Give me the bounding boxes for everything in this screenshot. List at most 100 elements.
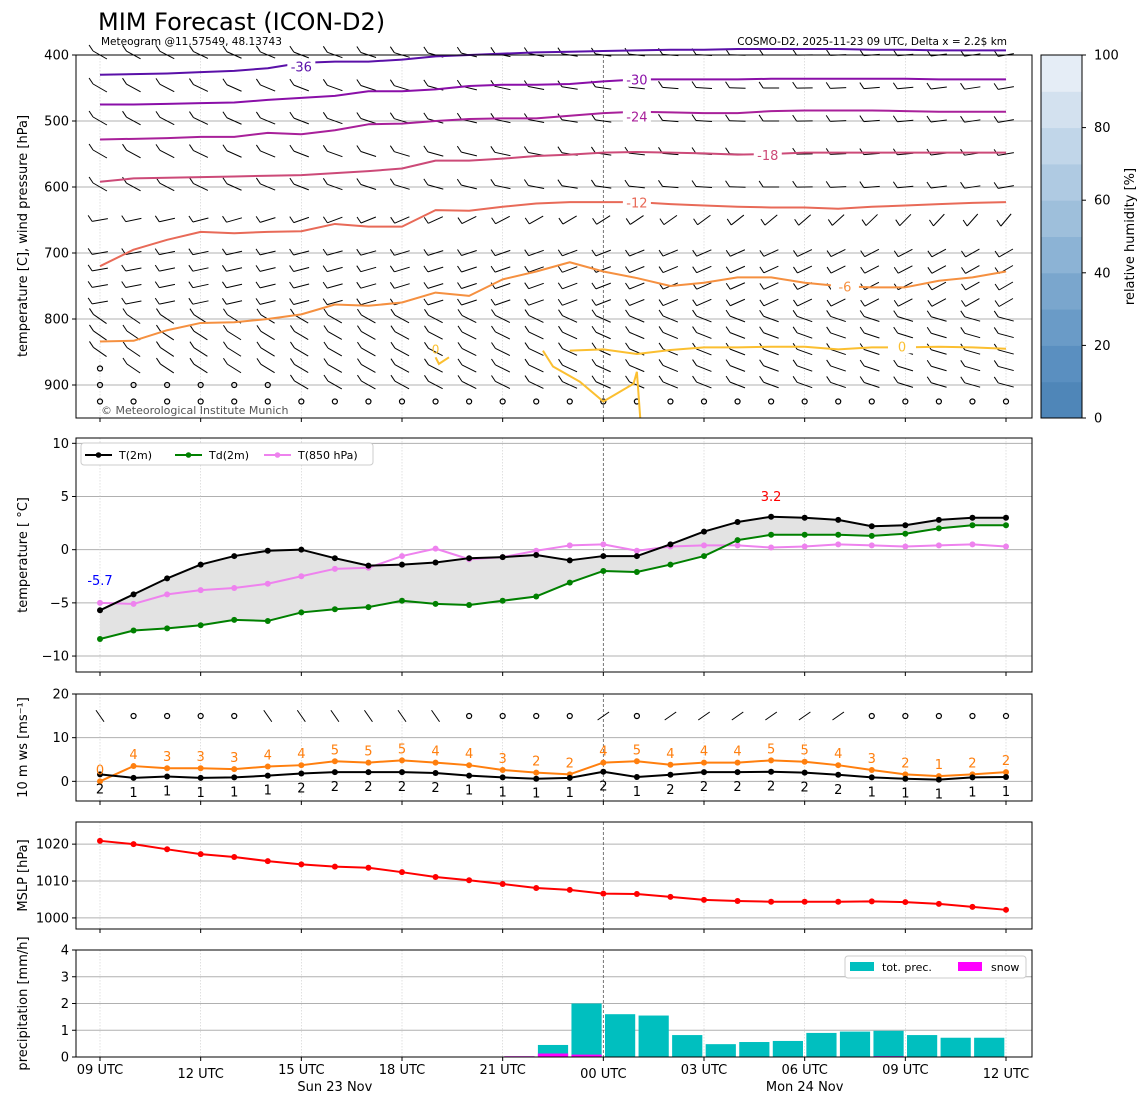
wind-barb-flag-icon — [222, 248, 227, 256]
wind-barb-flag-icon — [792, 310, 798, 317]
data-point — [331, 863, 338, 870]
wind-barb-flag-icon — [154, 297, 160, 305]
wind-barb-icon — [561, 185, 578, 189]
wind-barb-flag-icon — [122, 308, 128, 315]
gust-label: 2 — [901, 756, 909, 771]
wind-barb-flag-icon — [591, 325, 597, 333]
wind-barb-icon — [931, 298, 947, 307]
wind-barb-flag-icon — [88, 110, 94, 118]
data-point — [231, 774, 238, 781]
isotherm-line — [99, 48, 1006, 76]
data-point — [835, 516, 842, 523]
wind-barb-flag-icon — [256, 325, 262, 332]
wind-barb-flag-icon — [357, 325, 362, 332]
wind-barb-flag-icon — [827, 219, 833, 226]
data-point — [600, 768, 607, 775]
wind-barb-flag-icon — [322, 79, 328, 86]
data-point — [835, 541, 842, 548]
calm-wind-icon — [197, 381, 204, 389]
wind-barb-icon — [394, 266, 410, 273]
wind-barb-flag-icon — [289, 78, 295, 86]
wind-barb-icon — [226, 217, 243, 223]
wind-barb-icon — [730, 265, 746, 274]
wind-barb-flag-icon — [189, 111, 194, 118]
speed-label: 2 — [364, 780, 372, 795]
wind-barb-icon — [831, 214, 845, 226]
wind-barb-icon — [697, 711, 711, 721]
data-point — [600, 553, 607, 560]
wind-barb-icon — [92, 116, 108, 126]
wind-barb-flag-icon — [926, 181, 932, 189]
calm-wind-icon — [835, 398, 842, 405]
wind-barb-flag-icon — [524, 249, 530, 256]
speed-label: 1 — [935, 788, 943, 803]
isotherm-zero-fragment — [434, 356, 450, 366]
speed-label: 1 — [868, 785, 876, 800]
wind-barb-flag-icon — [89, 341, 94, 348]
wind-barb-icon — [629, 249, 645, 257]
wind-barb-flag-icon — [557, 266, 563, 273]
wind-barb-icon — [93, 347, 107, 357]
wind-barb-flag-icon — [156, 341, 161, 348]
precip-bar — [672, 1035, 703, 1057]
precip-bar — [974, 1037, 1005, 1057]
data-point — [667, 761, 674, 768]
wind-barb-flag-icon — [189, 144, 194, 151]
colorbar-tick-label: 60 — [1094, 194, 1111, 209]
calm-wind-icon — [700, 398, 708, 405]
data-point — [701, 759, 707, 766]
legend-swatch — [850, 962, 874, 971]
wind-barb-flag-icon — [960, 360, 966, 367]
series-line-1 — [99, 524, 1006, 640]
wind-barb-icon — [931, 382, 947, 388]
wind-barb-flag-icon — [794, 218, 800, 226]
wind-barb-icon — [998, 382, 1014, 388]
wind-barb-icon — [695, 186, 713, 188]
wind-barb-flag-icon — [323, 374, 329, 382]
data-point — [533, 769, 540, 776]
wind-barb-icon — [494, 85, 511, 91]
contour-label: 0 — [432, 342, 440, 356]
wind-barb-icon — [327, 347, 343, 357]
wind-barb-icon — [294, 314, 309, 324]
wind-barb-icon — [125, 217, 142, 223]
wind-barb-flag-icon — [926, 376, 932, 384]
wind-barb-icon — [662, 86, 679, 90]
wind-barb-flag-icon — [861, 219, 867, 226]
wind-barb-flag-icon — [390, 358, 396, 365]
data-point — [399, 769, 405, 776]
wind-barb-icon — [696, 365, 712, 372]
wind-barb-flag-icon — [926, 310, 932, 318]
wind-barb-icon — [965, 281, 980, 291]
wind-barb-flag-icon — [658, 326, 664, 333]
data-point — [1003, 773, 1009, 780]
wind-barb-icon — [226, 150, 242, 158]
data-point — [935, 525, 942, 532]
data-point — [331, 565, 338, 572]
y-tick-label: 1 — [61, 1024, 69, 1039]
wind-barb-icon — [260, 330, 275, 341]
data-point — [499, 554, 506, 561]
data-point — [701, 769, 707, 776]
wind-barb-icon — [662, 331, 679, 340]
wind-barb-flag-icon — [424, 375, 429, 382]
data-point — [130, 841, 137, 848]
wind-barb-icon — [696, 332, 712, 339]
wind-barb-icon — [159, 83, 175, 93]
wind-barb-flag-icon — [156, 324, 161, 332]
wind-barb-icon — [765, 711, 778, 721]
wind-barb-flag-icon — [893, 299, 899, 307]
wind-barb-flag-icon — [290, 341, 295, 349]
wind-barb-flag-icon — [223, 341, 228, 349]
data-point — [499, 880, 506, 887]
wind-barb-flag-icon — [993, 182, 999, 189]
wind-barb-icon — [797, 249, 813, 257]
data-point — [935, 900, 942, 907]
wind-barb-icon — [863, 185, 880, 189]
wind-barb-flag-icon — [558, 325, 563, 333]
calm-wind-icon — [902, 398, 909, 405]
data-point — [633, 758, 640, 765]
data-point — [365, 759, 372, 766]
wind-barb-icon — [528, 185, 545, 189]
